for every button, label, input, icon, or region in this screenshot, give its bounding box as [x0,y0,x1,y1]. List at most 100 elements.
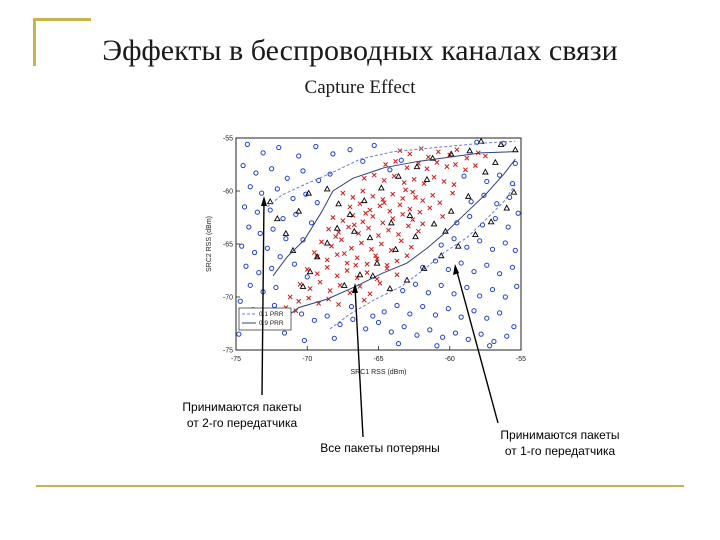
received-packet-point [296,153,302,159]
boundary-point [491,158,499,165]
lost-packet-point [347,204,353,210]
received-packet-point [270,226,276,232]
received-packet-point [253,170,259,176]
received-packet-point [301,337,308,344]
received-packet-point [504,333,510,339]
boundary-point [340,281,348,288]
boundary-point [472,230,479,237]
lost-packet-point [420,221,426,227]
boundary-point [464,192,472,199]
lost-packet-point [395,232,401,237]
received-packet-point [381,309,387,315]
prr-0-1-curve-upper [267,140,516,208]
boundary-point [429,154,437,161]
lost-packet-point [441,179,447,184]
x-tick-label: -60 [445,356,455,363]
lost-packet-point [340,190,346,196]
boundary-point [282,229,290,236]
received-packet-point [267,207,273,213]
received-packet-point [300,168,306,174]
boundary-point [306,268,314,275]
lost-packet-point [377,203,383,209]
received-packet-point [514,283,520,289]
received-packet-point [494,201,500,207]
received-packet-point [348,303,355,310]
received-packet-point [505,224,511,230]
received-packet-point [512,247,518,253]
lost-packet-point [464,155,470,161]
received-packet-point [247,184,253,190]
lost-packet-point [462,167,468,173]
lost-packet-point [311,250,317,255]
lost-packet-point [353,262,359,268]
received-packet-point [303,191,309,197]
x-axis-label: SRC1 RSS (dBm) [350,369,406,376]
boundary-point [377,184,385,191]
received-packet-point [276,144,282,151]
lost-packet-point [358,240,364,246]
lost-packet-point [444,164,450,170]
received-packet-point [492,215,498,222]
callout-middle-line: Все пакеты потеряны [320,441,440,455]
received-packet-point [388,329,394,335]
received-packet-point [401,324,407,330]
received-packet-point [256,270,262,276]
lost-packet-point [367,291,373,297]
lost-packet-point [367,207,373,213]
lost-packet-point [327,288,333,294]
callout-left: Принимаются пакеты от 2-го передатчика [168,400,316,431]
lost-packet-point [360,219,366,225]
received-packet-point [290,195,296,202]
boundary-point [356,271,364,278]
received-packet-point [489,246,496,252]
boundary-point [273,215,281,222]
corner-horizontal-rule [33,18,91,21]
scatter-chart: -75 -70 -65 -60 -55 -55 -60 -65 -70 -75 SRC1 RSS (… [206,136,526,377]
lost-packet-point [307,286,313,291]
legend-entry: 0.1 PRR [259,311,284,318]
lost-packet-point [420,198,426,203]
received-packet-point [434,343,440,349]
lost-packet-point [350,194,356,200]
lost-packet-point [380,220,386,226]
callout-left-line-1: Принимаются пакеты [182,400,302,414]
lost-packet-point [450,190,456,196]
slide-title: Эффекты в беспроводных каналах связи [102,34,618,67]
received-packet-point [254,209,260,215]
lost-packet-point [452,162,458,167]
lost-packet-point [427,205,433,211]
lost-packet-point [293,308,299,314]
boundary-point [335,200,342,207]
lost-packet-point [324,264,330,270]
x-tick-label: -70 [302,356,312,363]
received-packet-point [407,311,413,317]
boundary-point [392,245,399,252]
boundary-point [503,204,511,211]
lost-packet-point [287,294,293,300]
lost-packet-point [421,181,427,187]
lost-packet-point [390,191,396,197]
received-packet-point [515,210,521,216]
received-packet-point [327,171,333,177]
slide-subtitle: Capture Effect [304,77,416,98]
lost-packet-point [330,215,336,220]
received-packet-point [251,249,258,256]
lost-packet-point [337,282,343,288]
lost-packet-point [314,271,320,277]
boundary-point [497,140,505,147]
lost-packet-point [376,233,381,238]
received-packet-point [330,151,336,157]
boundary-point [323,239,331,246]
lost-packet-point [361,175,367,181]
lost-packet-point [431,174,437,180]
received-packet-point [438,282,444,288]
lost-packet-point [317,279,323,285]
lost-packet-point [400,195,406,201]
lost-packet-point [407,206,413,212]
received-packet-point [425,290,431,296]
boundary-point [482,168,489,175]
lost-packet-point [413,194,419,200]
received-packet-point [509,264,516,270]
lost-packet-point [378,241,384,247]
lost-packet-point [374,256,380,262]
